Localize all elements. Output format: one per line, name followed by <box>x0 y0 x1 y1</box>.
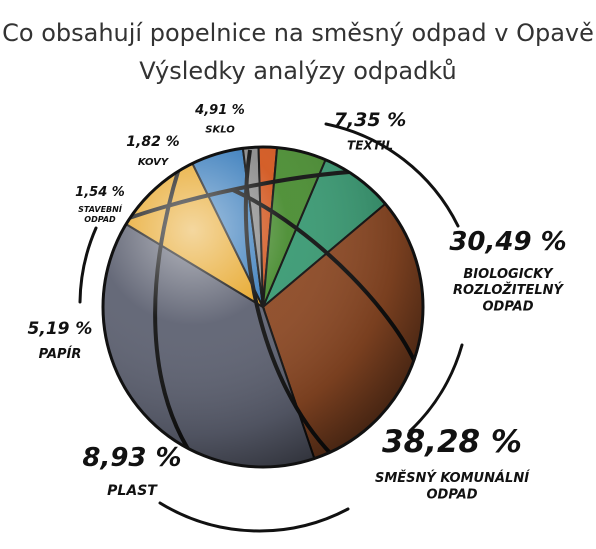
slice-name-label: SMĚSNÝ KOMUNÁLNÍ <box>375 470 530 486</box>
chart-title: Co obsahují popelnice na směsný odpad v … <box>2 19 594 47</box>
outer-ring <box>78 122 464 533</box>
slice-value-label: 38,28 % <box>382 424 522 460</box>
slice-name-label: SKLO <box>205 124 235 135</box>
slice-name-label: KOVY <box>138 157 170 168</box>
slice-value-label: 30,49 % <box>449 227 566 257</box>
slice-value-label: 4,91 % <box>194 103 245 118</box>
ball-outline <box>101 145 425 469</box>
slice-value-label: 1,82 % <box>126 134 179 150</box>
slice-value-label: 7,35 % <box>334 109 407 131</box>
slice-name-label: PLAST <box>107 483 158 499</box>
chart-subtitle: Výsledky analýzy odpadků <box>139 57 457 85</box>
pie-slices <box>102 145 424 468</box>
slice-name-label: STAVEBNÍ <box>78 203 123 214</box>
slice-name-label: ODPAD <box>84 215 116 224</box>
slice-name-label: BIOLOGICKY <box>463 267 554 282</box>
slice-name-label: PAPÍR <box>39 346 82 362</box>
slice-value-label: 5,19 % <box>28 319 93 339</box>
slice-value-label: 1,54 % <box>75 185 125 200</box>
slice-name-label: ODPAD <box>426 487 477 502</box>
slice-name-label: ODPAD <box>482 299 533 314</box>
slice-name-label: TEXTIL <box>347 139 393 153</box>
slice-value-label: 8,93 % <box>82 443 181 473</box>
slice-name-label: ROZLOŽITELNÝ <box>453 282 565 298</box>
